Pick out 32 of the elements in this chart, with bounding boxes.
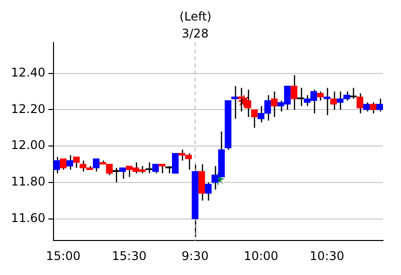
x-tick-label: 15:00 [46, 248, 81, 263]
y-tick-label: 11.80 [10, 174, 46, 189]
y-tick-label: 11.60 [10, 210, 46, 225]
candlestick [270, 90, 278, 118]
ref-line-label: 3/28 [182, 26, 209, 41]
x-tick-label: 15:30 [112, 248, 146, 263]
x-tick-label: 10:00 [244, 248, 278, 263]
candlestick [204, 182, 212, 202]
candlestick [350, 87, 357, 100]
candlestick [317, 90, 324, 102]
candlestick [158, 164, 166, 174]
candlestick [60, 158, 67, 170]
candlestick [66, 154, 74, 170]
candlestick [231, 85, 238, 120]
candlestick [330, 90, 337, 110]
candlestick [198, 164, 206, 202]
x-tick-label: 10:30 [310, 248, 344, 263]
y-tick-label: 12.20 [10, 102, 46, 116]
candlestick [112, 167, 120, 184]
y-tick-label: 12.00 [10, 138, 46, 152]
candlestick [363, 102, 370, 112]
candlestick [238, 87, 245, 112]
candlestick [92, 158, 100, 172]
x-tick-label: 9:30 [182, 248, 209, 263]
candlestick [370, 102, 376, 114]
candlestick [172, 152, 179, 174]
y-tick-label: 12.40 [10, 65, 46, 80]
candlestick [244, 89, 252, 118]
chart-title: (Left) [180, 9, 212, 24]
candlestick [251, 109, 258, 128]
candlestick [324, 87, 330, 116]
candlestick [376, 98, 383, 112]
